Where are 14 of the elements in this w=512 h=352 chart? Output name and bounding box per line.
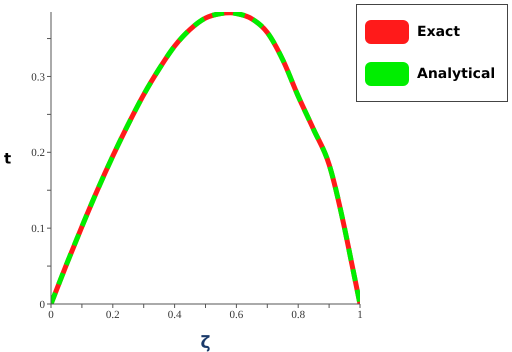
x-axis-title: ζ <box>200 333 211 352</box>
y-tick-label: 0 <box>40 298 46 311</box>
x-tick-label: 0 <box>48 308 54 321</box>
y-tick-label: 0.2 <box>31 147 45 160</box>
x-tick-label: 1 <box>357 308 363 321</box>
legend-label: Exact <box>417 24 460 40</box>
y-tick-label: 0.3 <box>31 71 46 84</box>
y-axis-title: t <box>4 149 12 168</box>
legend-label: Analytical <box>417 66 496 82</box>
x-tick-label: 0.8 <box>291 308 306 321</box>
x-tick-label: 0.4 <box>168 308 182 321</box>
x-tick-label: 0.6 <box>230 308 244 321</box>
x-tick-label: 0.2 <box>106 308 120 321</box>
y-tick-label: 0.1 <box>31 223 45 236</box>
